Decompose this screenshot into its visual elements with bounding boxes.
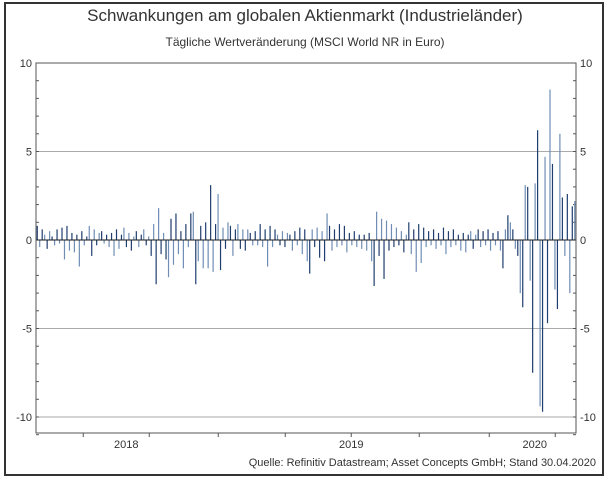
x-tick-label: 2019	[339, 439, 363, 451]
y-tick-label-left: -5	[22, 324, 32, 336]
y-tick-label-left: 10	[20, 58, 32, 70]
y-tick-label-left: 5	[26, 147, 32, 159]
chart-title: Schwankungen am globalen Aktienmarkt (In…	[87, 6, 523, 25]
y-tick-label-right: -5	[580, 324, 590, 336]
x-tick-label: 2018	[114, 439, 138, 451]
y-tick-label-right: 5	[580, 147, 586, 159]
y-tick-label-left: 0	[26, 235, 32, 247]
y-tick-label-right: -10	[580, 412, 596, 424]
chart-subtitle: Tägliche Wertveränderung (MSCI World NR …	[165, 35, 445, 49]
x-tick-label: 2020	[523, 439, 547, 451]
y-tick-label-right: 0	[580, 235, 586, 247]
source-note: Quelle: Refinitiv Datastream; Asset Conc…	[248, 457, 596, 469]
chart-frame	[4, 2, 604, 476]
y-tick-label-left: -10	[16, 412, 32, 424]
axes-box	[35, 62, 577, 434]
y-tick-label-right: 10	[580, 58, 592, 70]
